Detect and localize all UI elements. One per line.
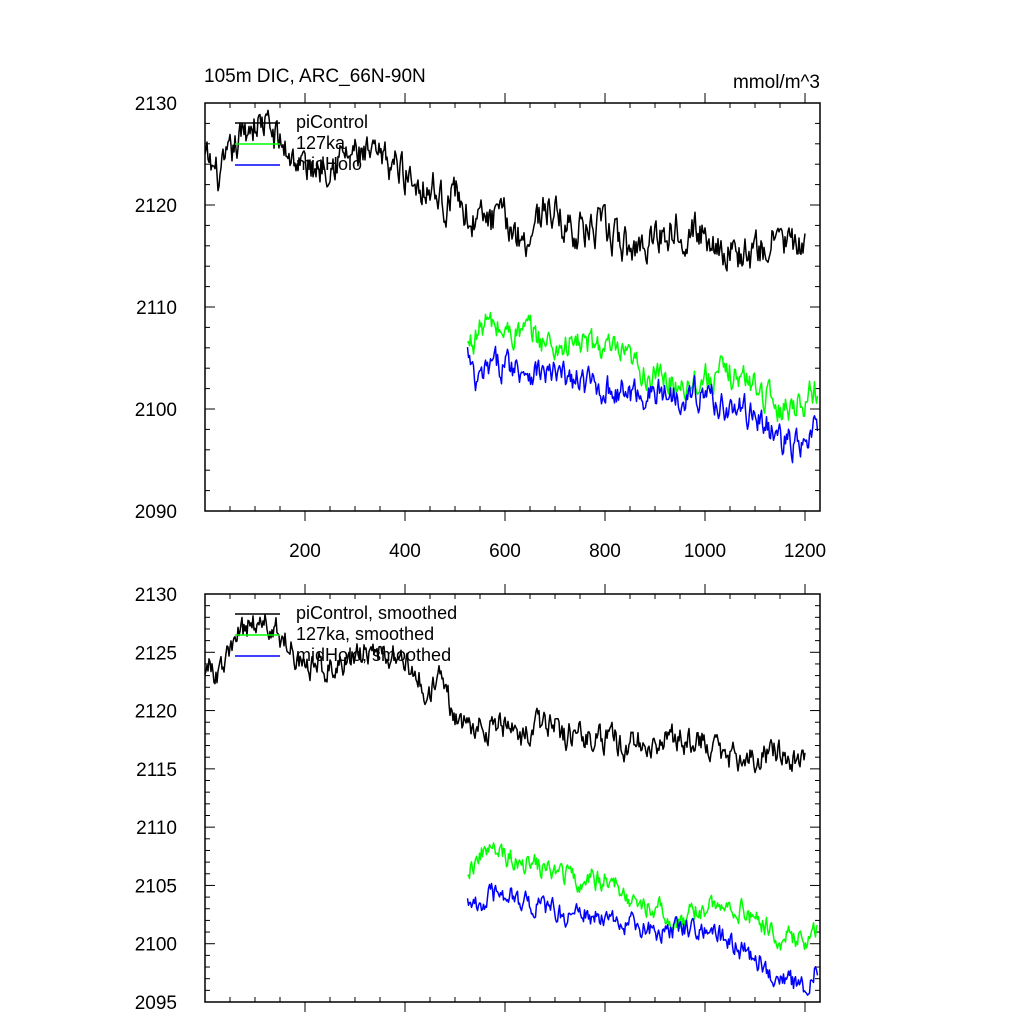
y-tick-label: 2110 [136, 818, 177, 839]
series-line-127ka [467, 842, 819, 951]
y-tick-label: 2120 [135, 702, 177, 723]
top-panel-series [204, 109, 819, 464]
bottom-panel: 2095 2100 2105 2110 2115 2120 2125 2130 piContr… [135, 584, 821, 1014]
y-tick-label: 2090 [135, 502, 177, 523]
x-tick-label: 800 [589, 541, 621, 562]
y-tick-label: 2130 [135, 94, 177, 115]
x-tick-label: 400 [389, 541, 421, 562]
legend-label: 127ka [296, 133, 346, 153]
series-line-picontrol [204, 109, 806, 272]
y-tick-label: 2100 [135, 400, 177, 421]
y-tick-label: 2095 [135, 993, 177, 1014]
x-tick-label: 600 [489, 541, 521, 562]
bottom-panel-frame [204, 593, 821, 1003]
series-line-midholo [466, 345, 819, 464]
legend-label: 127ka, smoothed [296, 624, 434, 644]
y-tick-label: 2115 [136, 760, 177, 781]
bottom-panel-series [204, 613, 819, 996]
legend-label: midHolo [296, 154, 362, 174]
chart-title: 105m DIC, ARC_66N-90N [204, 66, 426, 87]
y-tick-label: 2125 [135, 643, 177, 664]
y-tick-label: 2110 [136, 298, 177, 319]
series-line-127ka [466, 311, 819, 423]
y-tick-label: 2120 [135, 196, 177, 217]
series-line-picontrol [204, 613, 806, 774]
x-tick-label: 1200 [784, 541, 826, 562]
x-tick-label: 1000 [684, 541, 726, 562]
units-label: mmol/m^3 [733, 72, 820, 93]
x-tick-label: 200 [289, 541, 321, 562]
legend-label: piControl [296, 112, 368, 132]
series-line-midholo [466, 882, 819, 996]
y-tick-label: 2100 [135, 935, 177, 956]
bottom-panel-ticks: 2095 2100 2105 2110 2115 2120 2125 2130 [135, 584, 820, 1014]
y-tick-label: 2105 [135, 876, 177, 897]
y-tick-label: 2130 [135, 585, 177, 606]
top-panel: 2090 2100 2110 2120 2130 200 400 600 800 1000 1200… [135, 93, 826, 562]
legend-label: piControl, smoothed [296, 603, 457, 623]
top-panel-ticks: 2090 2100 2110 2120 2130 200 400 600 800 1000 1200 [135, 93, 826, 562]
legend-label: midHolo, smoothed [296, 645, 451, 665]
